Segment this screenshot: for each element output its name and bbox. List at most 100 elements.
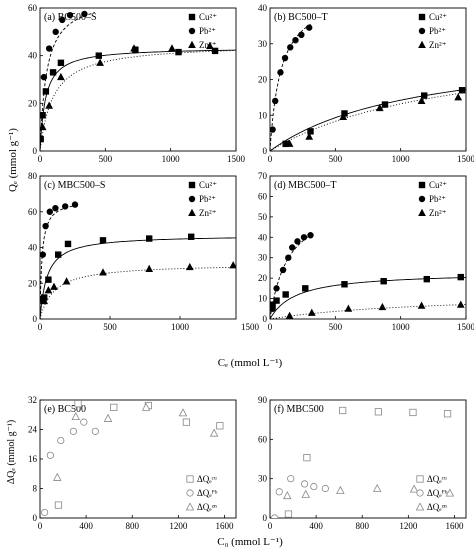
data-point-triangle [96, 58, 104, 66]
data-point-circle [81, 10, 88, 18]
data-point-triangle [454, 93, 463, 101]
data-point-triangle [53, 472, 62, 481]
x-tick-label: 400 [309, 521, 323, 531]
y-tick-label: 0 [263, 513, 268, 523]
upper-y-axis-label: Qₑ (mmol g⁻¹) [7, 128, 19, 192]
data-point-square [458, 87, 466, 94]
data-point-triangle [339, 112, 348, 121]
data-point-triangle [417, 96, 426, 104]
legend: Cu²⁺ Pb²⁺ Zn²⁺ [418, 180, 447, 218]
data-point-circle [71, 201, 79, 208]
x-tick-label: 1000 [392, 322, 411, 332]
x-tick-label: 500 [329, 322, 343, 332]
legend-label: ΔQₑᶜᵘ [427, 474, 447, 484]
x-tick-label: 1000 [171, 322, 190, 332]
data-point-circle [40, 135, 44, 143]
y-tick-label: 90 [258, 395, 268, 405]
data-point-triangle [417, 301, 426, 309]
data-point-square [302, 285, 309, 292]
series-3 [270, 300, 466, 319]
data-point-square [374, 408, 382, 416]
plot-frame [39, 399, 237, 519]
data-point-circle [321, 484, 329, 493]
data-point-circle [186, 489, 194, 497]
data-point-circle [52, 204, 59, 212]
data-point-triangle [44, 286, 53, 294]
x-tick-label: 500 [329, 154, 343, 164]
data-point-triangle [344, 304, 353, 312]
data-point-circle [298, 31, 305, 39]
x-tick-label: 800 [355, 521, 369, 531]
legend-label: Pb²⁺ [429, 26, 446, 36]
legend: ΔQₑᶜᵘ ΔQₑᴾᵇ ΔQₑᶻⁿ [185, 474, 218, 512]
data-point-circle [271, 514, 279, 518]
data-point-triangle [145, 264, 154, 272]
fit-curve [40, 266, 236, 319]
x-tick-label: 500 [99, 154, 113, 164]
y-tick-label: 24 [28, 425, 38, 435]
panel-title: (b) BC500–T [274, 12, 328, 23]
data-point-triangle [418, 40, 426, 48]
y-tick-label: 0 [33, 146, 38, 156]
x-tick-label: 1600 [215, 521, 234, 531]
legend-label: ΔQₑᶻⁿ [197, 502, 217, 512]
series-2 [270, 23, 313, 151]
legend: Cu²⁺ Pb²⁺ Zn²⁺ [418, 12, 447, 50]
panel-title: (e) BC500 [44, 404, 86, 415]
data-point-triangle [305, 132, 314, 140]
legend: ΔQₑᶜᵘ ΔQₑᴾᵇ ΔQₑᶻⁿ [415, 474, 448, 512]
legend-label: ΔQₑᴾᵇ [197, 488, 218, 498]
x-tick-label: 0 [268, 521, 273, 531]
chart-panel-4: 0 500 1000 1500 0 10 20 30 40 50 60 70 (d) MBC500–T C… [258, 171, 474, 332]
data-point-triangle [409, 484, 419, 493]
legend-label: Cu²⁺ [429, 180, 447, 190]
legend-label: Zn²⁺ [199, 40, 217, 50]
x-tick-label: 1200 [399, 521, 418, 531]
y-tick-label: 20 [28, 98, 38, 108]
data-point-triangle [71, 411, 81, 420]
data-point-circle [273, 285, 280, 292]
data-point-circle [59, 16, 66, 24]
data-point-triangle [375, 103, 384, 112]
y-tick-label: 30 [258, 474, 268, 484]
y-tick-label: 70 [258, 171, 268, 181]
y-tick-label: 8 [33, 484, 38, 494]
data-point-square [55, 251, 62, 258]
data-point-triangle [45, 101, 54, 109]
data-point-circle [300, 234, 308, 241]
legend: Cu²⁺ Pb²⁺ Zn²⁺ [188, 12, 217, 50]
x-tick-label: 0 [268, 154, 273, 164]
data-point-triangle [209, 428, 219, 437]
data-point-triangle [456, 300, 465, 308]
data-point-circle [66, 11, 74, 19]
x-tick-label: 1600 [445, 521, 464, 531]
data-point-circle [306, 24, 313, 31]
legend-label: ΔQₑᴾᵇ [427, 488, 448, 498]
data-point-square [423, 275, 430, 283]
y-tick-label: 0 [33, 314, 38, 324]
series-1 [270, 273, 466, 319]
data-point-square [418, 13, 426, 21]
legend-label: ΔQₑᶻⁿ [427, 502, 447, 512]
x-tick-label: 1500 [457, 322, 474, 332]
data-point-square [64, 240, 72, 248]
data-point-square [99, 237, 107, 244]
fit-curve [270, 88, 466, 151]
series-2 [271, 475, 329, 518]
data-point-triangle [99, 268, 107, 276]
data-point-triangle [378, 302, 387, 311]
y-tick-label: 60 [258, 434, 268, 444]
data-point-square [418, 181, 426, 189]
y-tick-label: 40 [28, 243, 38, 253]
fit-curve [270, 91, 466, 151]
legend-label: Cu²⁺ [429, 12, 447, 22]
data-point-triangle [229, 261, 236, 269]
data-point-circle [277, 69, 284, 76]
legend: Cu²⁺ Pb²⁺ Zn²⁺ [188, 180, 217, 218]
data-point-circle [45, 45, 53, 52]
series-2 [270, 232, 314, 319]
plot-frame [269, 399, 467, 519]
data-point-triangle [285, 311, 294, 319]
x-tick-label: 1000 [162, 154, 181, 164]
